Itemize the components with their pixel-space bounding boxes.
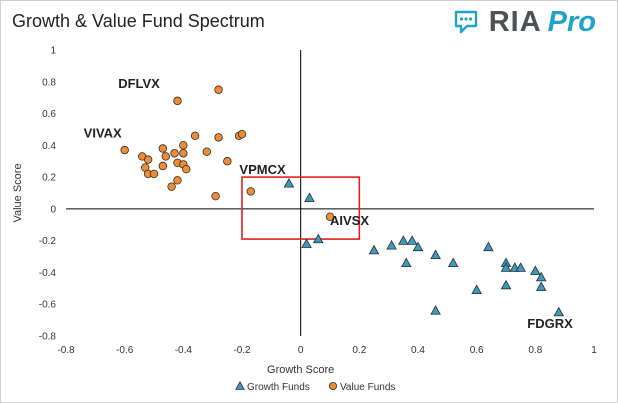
- value-fund-point: [202, 147, 211, 156]
- y-tick-label: 0.2: [42, 173, 56, 184]
- fund-label-aivsx: AIVSX: [330, 213, 369, 228]
- y-tick-label: 0.4: [42, 141, 56, 152]
- ria-pro-logo: RIA Pro: [453, 4, 596, 40]
- growth-fund-point: [500, 279, 512, 290]
- growth-fund-point: [515, 262, 526, 272]
- x-tick-label: -0.2: [233, 345, 251, 356]
- growth-fund-point: [430, 305, 441, 315]
- value-fund-point: [167, 182, 176, 191]
- growth-fund-point: [447, 257, 459, 267]
- value-fund-point: [214, 133, 223, 142]
- value-fund-point: [325, 212, 335, 222]
- x-tick-label: -0.6: [116, 345, 134, 356]
- fund-label-dflvx: DFLVX: [118, 76, 160, 91]
- value-fund-point: [143, 155, 153, 164]
- growth-fund-point: [304, 192, 315, 202]
- growth-fund-point: [386, 240, 397, 250]
- x-tick-label: 0.6: [470, 345, 484, 356]
- value-fund-point: [237, 130, 247, 139]
- growth-fund-point: [553, 306, 565, 317]
- x-tick-label: 0.4: [411, 345, 425, 356]
- y-tick-label: -0.6: [39, 300, 57, 311]
- value-fund-point: [182, 164, 191, 174]
- value-fund-point: [161, 152, 170, 161]
- x-tick-label: -0.4: [175, 345, 193, 356]
- value-fund-point: [179, 141, 188, 150]
- y-tick-label: 1: [50, 46, 56, 57]
- chat-bubble-icon: [454, 10, 477, 34]
- y-tick-label: -0.4: [39, 268, 57, 279]
- growth-fund-point: [368, 244, 380, 255]
- axes-layer: -0.8 -0.6 -0.4 -0.2 0 0.2 0.4 0.6 0.8 1 1 0.8 0.6 0.4…: [12, 46, 597, 377]
- x-tick-label: -0.8: [57, 345, 75, 356]
- y-tick-label: 0.8: [42, 77, 56, 88]
- growth-fund-point: [535, 281, 547, 291]
- growth-fund-point: [430, 249, 441, 260]
- growth-fund-point: [283, 178, 295, 188]
- x-axis-title: Growth Score: [267, 364, 334, 376]
- legend-growth-marker: [235, 380, 245, 390]
- fund-label-vivax: VIVAX: [84, 125, 122, 140]
- value-fund-point: [170, 149, 179, 158]
- growth-fund-point: [483, 241, 494, 252]
- growth-fund-point: [400, 257, 412, 267]
- y-tick-label: -0.2: [39, 236, 57, 247]
- growth-fund-point: [412, 241, 424, 252]
- value-fund-point: [214, 85, 223, 94]
- value-fund-point: [211, 191, 220, 201]
- legend-growth-label: Growth Funds: [247, 382, 310, 393]
- growth-fund-point: [301, 238, 312, 248]
- y-tick-label: -0.8: [39, 332, 57, 343]
- value-fund-point: [190, 131, 200, 140]
- growth-fund-point: [398, 235, 409, 245]
- fund-label-vpmcx: VPMCX: [239, 162, 286, 177]
- value-fund-point: [149, 169, 159, 179]
- growth-fund-point: [500, 262, 512, 272]
- value-fund-point: [173, 176, 182, 185]
- highlight-box-layer: [241, 176, 361, 240]
- x-tick-label: 1: [591, 345, 597, 356]
- logo-ria-text: RIA: [488, 5, 542, 38]
- x-tick-label: 0.8: [528, 345, 542, 356]
- x-tick-label: 0.2: [352, 345, 366, 356]
- growth-fund-point: [535, 271, 547, 282]
- annotations-layer: DFLVX VIVAX VPMCX AIVSX FDGRX: [84, 76, 573, 331]
- y-tick-label: 0.6: [42, 109, 56, 120]
- y-tick-label: 0: [50, 204, 56, 215]
- value-fund-point: [158, 144, 167, 153]
- growth-fund-point: [312, 233, 324, 244]
- highlight-box: [241, 176, 361, 240]
- x-tick-label: 0: [298, 345, 304, 356]
- value-fund-point: [158, 161, 167, 171]
- fund-label-fdgrx: FDGRX: [527, 316, 573, 331]
- value-fund-point: [223, 157, 232, 166]
- value-fund-point: [179, 149, 188, 158]
- value-fund-point: [173, 96, 182, 106]
- legend-value-label: Value Funds: [340, 382, 395, 393]
- legend: Growth Funds Value Funds: [235, 380, 395, 393]
- value-fund-point: [120, 145, 129, 155]
- growth-fund-point: [530, 265, 541, 275]
- chart-title: Growth & Value Fund Spectrum: [12, 11, 265, 31]
- value-fund-point: [246, 187, 255, 196]
- growth-fund-point: [471, 284, 482, 295]
- points-layer: [120, 85, 565, 317]
- logo-pro-text: Pro: [547, 5, 596, 38]
- growth-fund-point: [406, 235, 418, 245]
- y-axis-title: Value Score: [12, 163, 24, 222]
- legend-value-marker: [328, 381, 337, 390]
